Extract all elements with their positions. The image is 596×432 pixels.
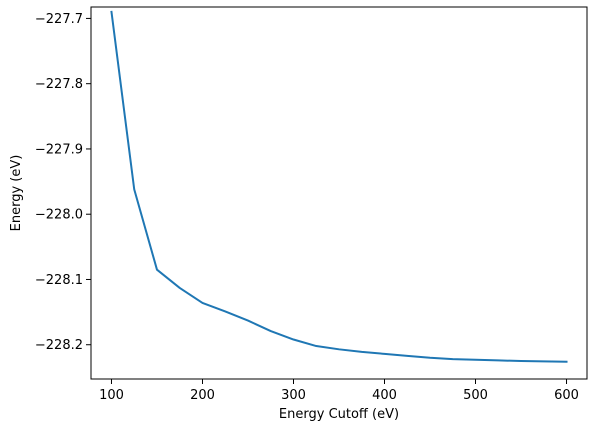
x-tick-label: 400 bbox=[372, 388, 397, 403]
x-tick-label: 600 bbox=[554, 388, 579, 403]
y-tick-label: −227.7 bbox=[35, 12, 83, 27]
y-tick-label: −227.8 bbox=[35, 77, 83, 92]
y-tick-label: −228.0 bbox=[35, 208, 83, 223]
x-tick-label: 100 bbox=[99, 388, 124, 403]
x-tick-label: 500 bbox=[463, 388, 488, 403]
y-axis-label: Energy (eV) bbox=[9, 155, 24, 232]
x-tick-label: 200 bbox=[190, 388, 215, 403]
x-tick-label: 300 bbox=[281, 388, 306, 403]
axes-frame bbox=[90, 6, 588, 380]
series-line bbox=[110, 10, 568, 363]
y-tick-label: −228.2 bbox=[35, 338, 83, 353]
axis-ticks: 100 200 300 400 500 600 −227.7 −227.8 −227.9 −228… bbox=[35, 12, 579, 403]
x-axis-label: Energy Cutoff (eV) bbox=[279, 407, 399, 422]
y-tick-label: −228.1 bbox=[35, 273, 83, 288]
plot-area bbox=[90, 6, 588, 380]
y-tick-label: −227.9 bbox=[35, 142, 83, 157]
